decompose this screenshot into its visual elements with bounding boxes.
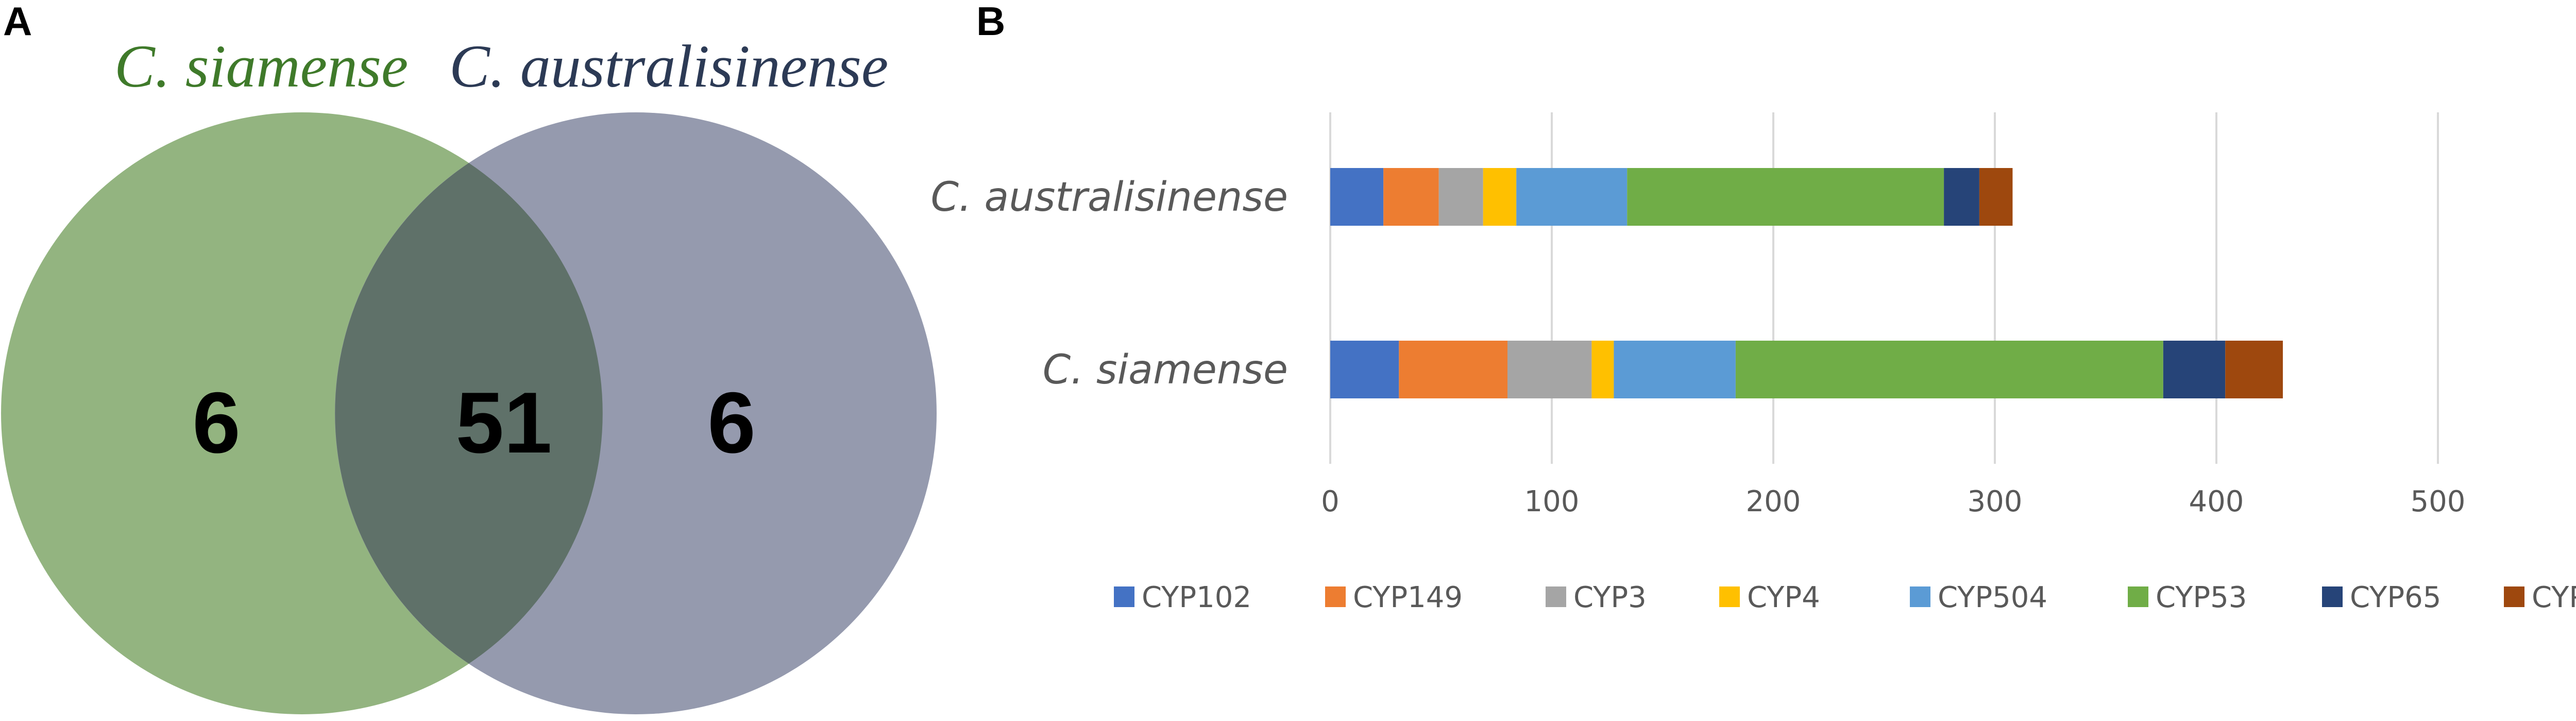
bars: [1330, 168, 2283, 398]
legend-label: CYP102: [1142, 581, 1251, 614]
legend-swatch: [1325, 586, 1346, 607]
bar-segment: [1979, 168, 2013, 226]
bar-segment: [1483, 168, 1517, 226]
bar-segment: [1330, 341, 1399, 398]
panel-a-label: A: [3, 0, 32, 44]
bar-segment: [1627, 168, 1944, 226]
legend-swatch: [1719, 586, 1740, 607]
bar-segment: [1330, 168, 1384, 226]
bar-chart-panel: B C. australisinense C. siamense 0 100 200 3…: [930, 0, 2576, 614]
bar-segment: [1399, 341, 1507, 398]
legend-label: CYP504: [1938, 581, 2047, 614]
x-tick-label: 300: [1968, 485, 2023, 518]
legend-label: CYP149: [1353, 581, 1463, 614]
x-tick-label: 0: [1321, 485, 1340, 518]
legend-swatch: [2322, 586, 2343, 607]
legend-label: CYP3: [1573, 581, 1647, 614]
x-tick-label: 100: [1524, 485, 1580, 518]
bar-segment: [1944, 168, 1979, 226]
venn-left-title: C. siamense: [114, 32, 408, 100]
venn-right-only-count: 6: [707, 374, 755, 471]
bar-segment: [1591, 341, 1614, 398]
venn-shared-count: 51: [456, 374, 552, 471]
bar-segment: [2225, 341, 2283, 398]
bar-segment: [1614, 341, 1736, 398]
venn-overlap: [335, 163, 603, 664]
legend-label: CYP65: [2350, 581, 2441, 614]
venn-left-only-count: 6: [192, 374, 240, 471]
x-tick-label: 200: [1746, 485, 1801, 518]
panel-b-label: B: [976, 0, 1005, 44]
category-labels: C. australisinense C. siamense: [930, 174, 1288, 393]
legend-swatch: [1910, 586, 1930, 607]
legend-swatch: [1546, 586, 1566, 607]
bar-segment: [1507, 341, 1592, 398]
venn-right-title: C. australisinense: [449, 32, 888, 100]
venn-panel: A C. siamense C. australisinense 6 51 6: [1, 0, 937, 714]
legend-label: CYP4: [1747, 581, 1820, 614]
bar-segment: [1383, 168, 1439, 226]
legend-label: CYP68: [2532, 581, 2576, 614]
category-label: C. australisinense: [930, 174, 1288, 221]
x-tick-label: 500: [2411, 485, 2466, 518]
x-tick-labels: 0 100 200 300 400 500: [1321, 485, 2465, 518]
bar-segment: [1438, 168, 1483, 226]
bar-segment: [1516, 168, 1628, 226]
legend-swatch: [2504, 586, 2524, 607]
legend-swatch: [1114, 586, 1134, 607]
x-tick-label: 400: [2189, 485, 2244, 518]
bar-segment: [2163, 341, 2226, 398]
legend-label: CYP53: [2156, 581, 2247, 614]
gridlines: [1329, 112, 2439, 464]
legend: CYP102 CYP149 CYP3 CYP4 CYP504 CYP53 CYP65 CYP6…: [1114, 581, 2576, 614]
legend-swatch: [2128, 586, 2148, 607]
bar-segment: [1735, 341, 2163, 398]
category-label: C. siamense: [1043, 347, 1288, 393]
